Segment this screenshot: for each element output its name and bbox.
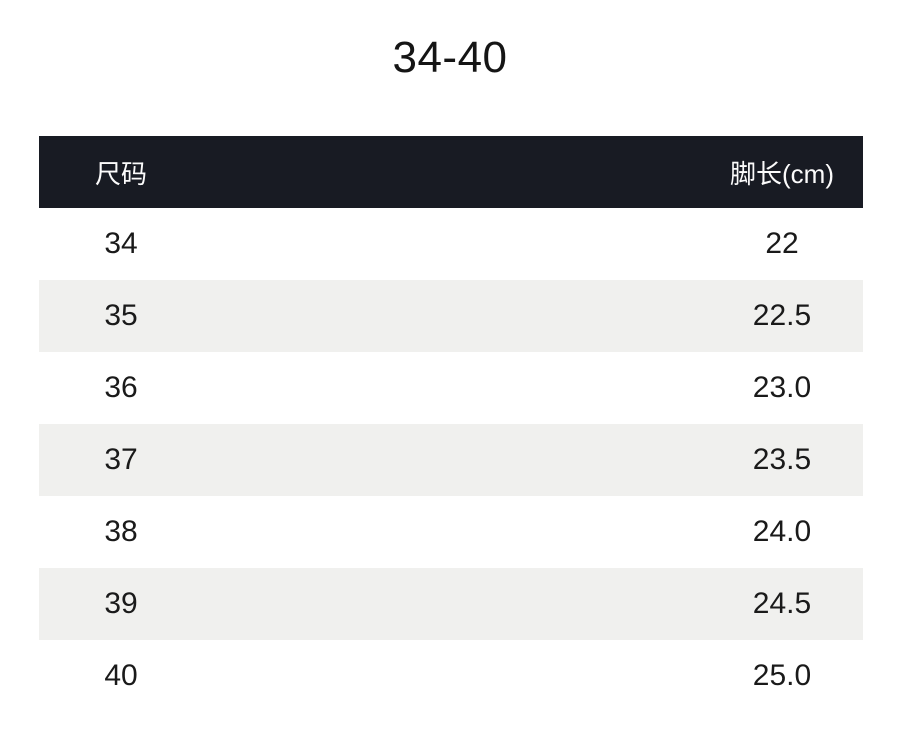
size-cell: 36 [104,371,138,404]
size-cell: 37 [104,443,138,476]
page-title: 34-40 [392,33,508,82]
size-cell: 40 [104,659,138,692]
size-cell: 39 [104,587,138,620]
table-row: 37 23.5 [39,424,863,496]
foot-length-cell: 24.5 [752,587,812,620]
size-cell: 34 [104,227,138,260]
table-row: 38 24.0 [39,496,863,568]
table-row: 35 22.5 [39,280,863,352]
size-column-header: 尺码 [94,158,147,189]
table-header-row: 尺码 脚长(cm) [39,136,863,208]
size-cell: 35 [104,299,138,332]
table-row: 40 25.0 [39,640,863,712]
foot-length-column-header: 脚长(cm) [730,158,834,189]
foot-length-cell: 22.5 [752,299,812,332]
foot-length-cell: 25.0 [752,659,812,692]
foot-length-cell: 23.0 [752,371,812,404]
table-row: 36 23.0 [39,352,863,424]
foot-length-cell: 22 [765,227,799,260]
size-cell: 38 [104,515,138,548]
table-row: 39 24.5 [39,568,863,640]
foot-length-cell: 24.0 [752,515,812,548]
foot-length-cell: 23.5 [752,443,812,476]
table-rows: 34 22 35 22.5 36 23.0 37 23.5 38 24.0 39 24.5 40 25.0 [39,208,863,712]
table-row: 34 22 [39,208,863,280]
size-table: 尺码 脚长(cm) 34 22 35 22.5 36 23.0 37 23.5 38 24.0 39… [39,136,863,712]
